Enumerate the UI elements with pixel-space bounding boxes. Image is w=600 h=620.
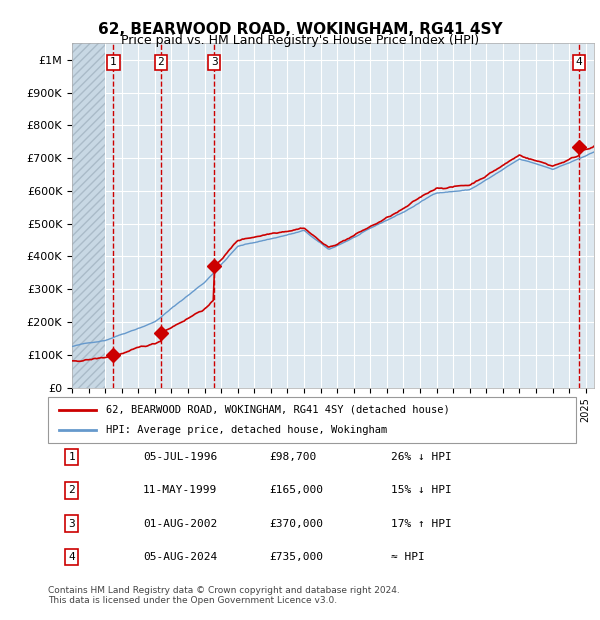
Text: £165,000: £165,000	[270, 485, 324, 495]
Text: £370,000: £370,000	[270, 519, 324, 529]
Text: 4: 4	[575, 57, 582, 68]
Text: 05-AUG-2024: 05-AUG-2024	[143, 552, 217, 562]
Text: 1: 1	[68, 452, 75, 462]
Text: 17% ↑ HPI: 17% ↑ HPI	[391, 519, 452, 529]
Text: 05-JUL-1996: 05-JUL-1996	[143, 452, 217, 462]
Text: HPI: Average price, detached house, Wokingham: HPI: Average price, detached house, Woki…	[106, 425, 388, 435]
Text: 3: 3	[68, 519, 75, 529]
Text: 2: 2	[158, 57, 164, 68]
Text: 2: 2	[68, 485, 75, 495]
Text: 3: 3	[211, 57, 218, 68]
Bar	[72, 43, 105, 388]
Text: 1: 1	[110, 57, 117, 68]
Text: £98,700: £98,700	[270, 452, 317, 462]
Text: 15% ↓ HPI: 15% ↓ HPI	[391, 485, 452, 495]
Text: 62, BEARWOOD ROAD, WOKINGHAM, RG41 4SY: 62, BEARWOOD ROAD, WOKINGHAM, RG41 4SY	[98, 22, 502, 37]
Text: Contains HM Land Registry data © Crown copyright and database right 2024.
This d: Contains HM Land Registry data © Crown c…	[48, 586, 400, 605]
FancyBboxPatch shape	[48, 397, 576, 443]
Text: 4: 4	[68, 552, 75, 562]
Text: 11-MAY-1999: 11-MAY-1999	[143, 485, 217, 495]
Text: 62, BEARWOOD ROAD, WOKINGHAM, RG41 4SY (detached house): 62, BEARWOOD ROAD, WOKINGHAM, RG41 4SY (…	[106, 405, 450, 415]
Text: £735,000: £735,000	[270, 552, 324, 562]
Text: 01-AUG-2002: 01-AUG-2002	[143, 519, 217, 529]
Text: Price paid vs. HM Land Registry's House Price Index (HPI): Price paid vs. HM Land Registry's House …	[121, 34, 479, 47]
Text: 26% ↓ HPI: 26% ↓ HPI	[391, 452, 452, 462]
Text: ≈ HPI: ≈ HPI	[391, 552, 425, 562]
